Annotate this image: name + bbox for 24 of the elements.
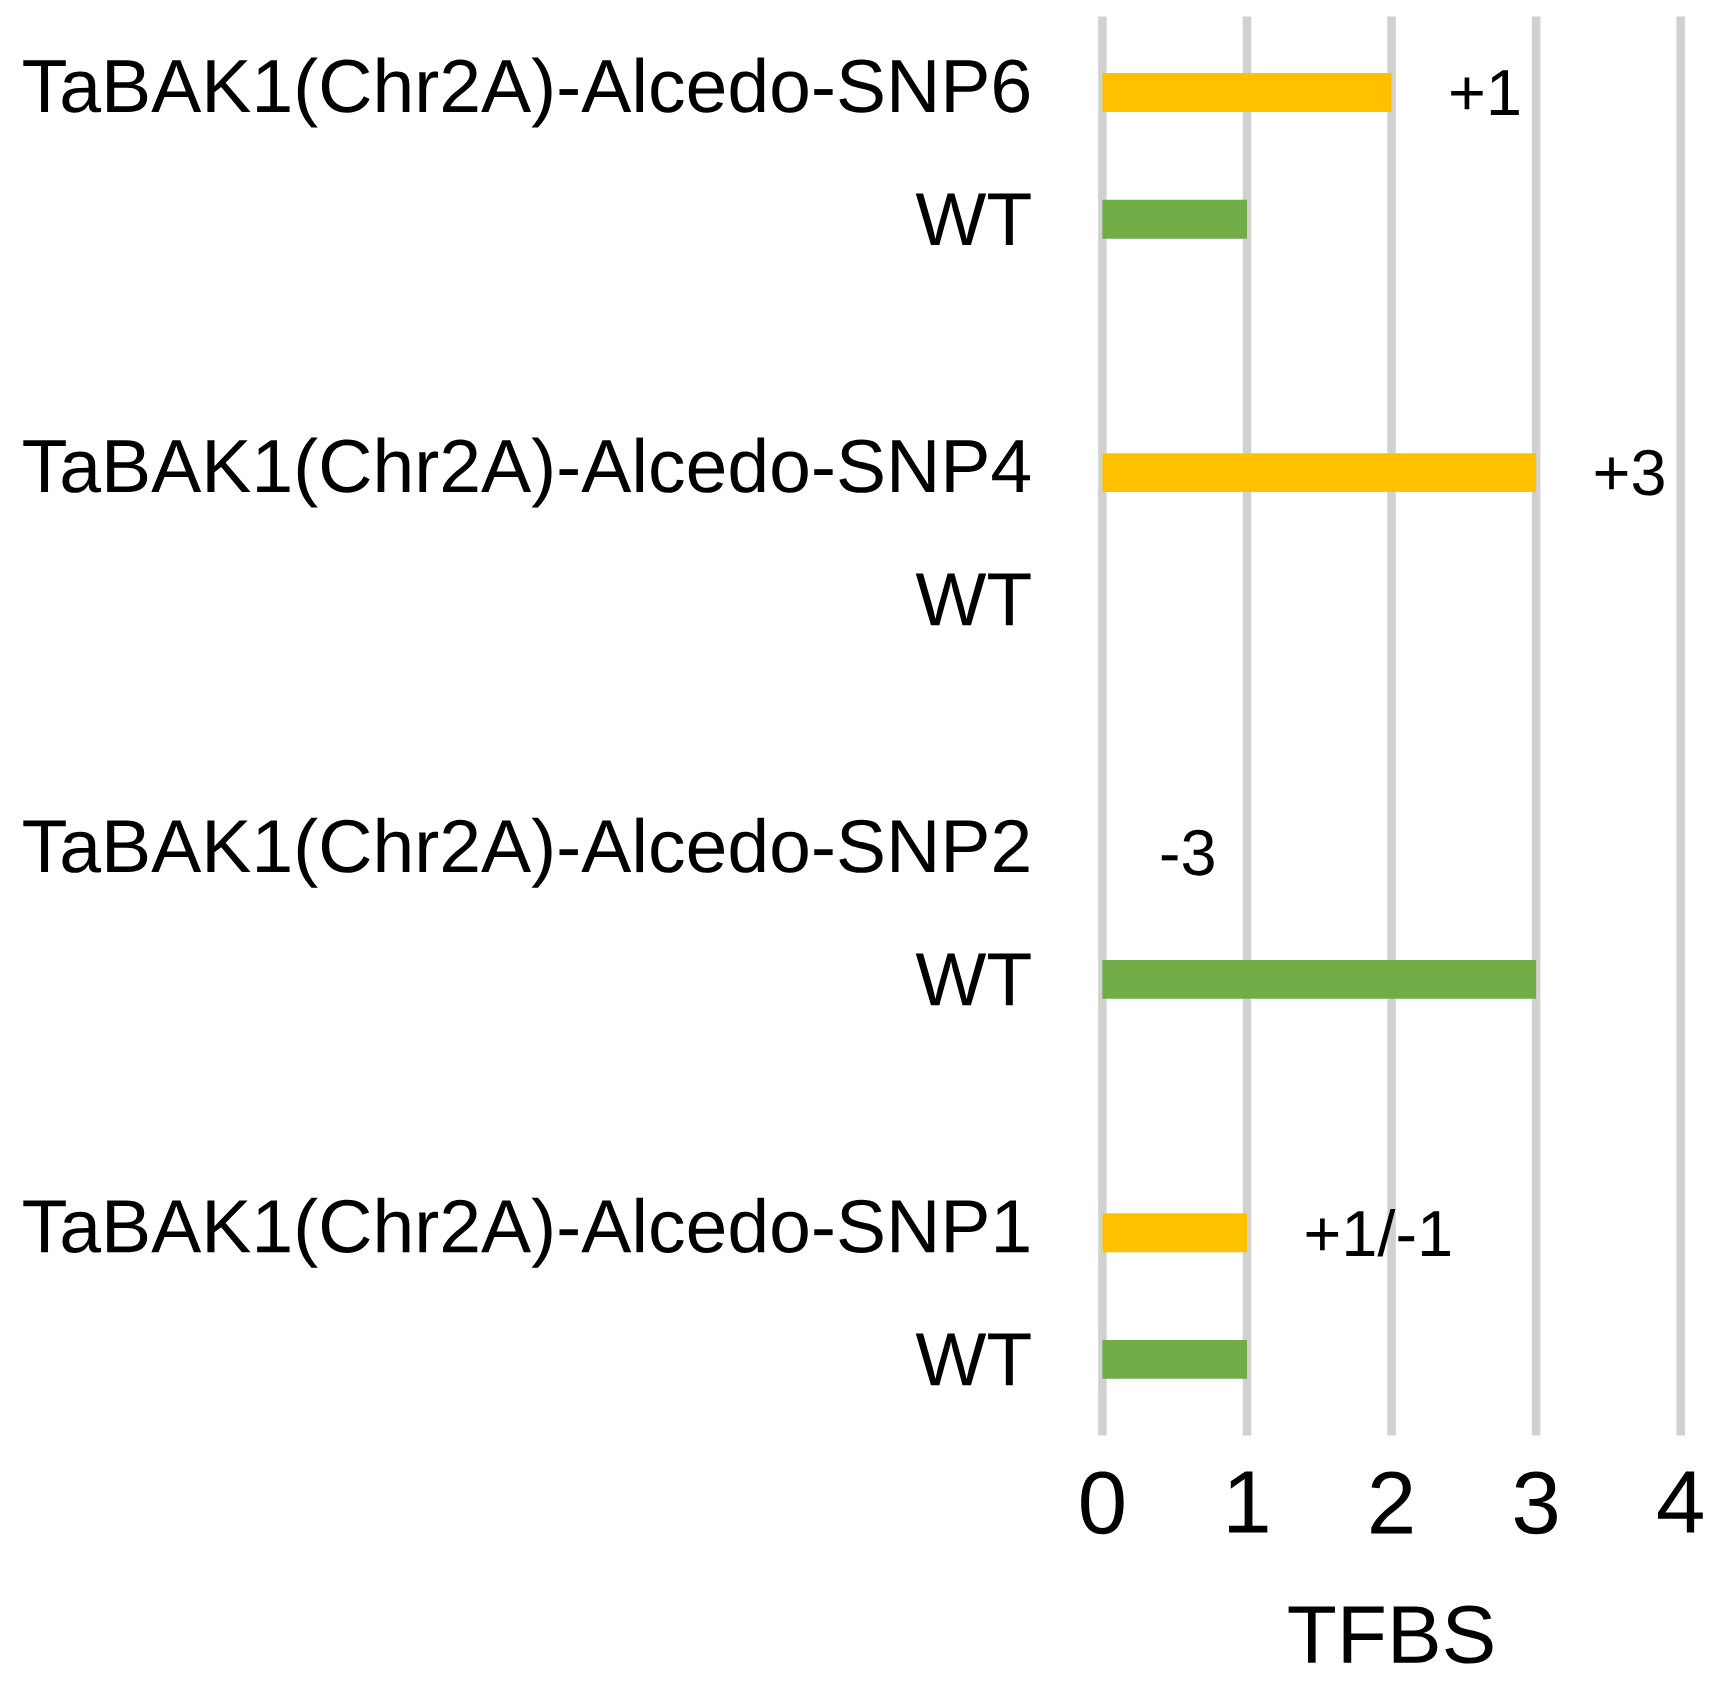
y-tick-label: WT [915,1333,1031,1386]
x-tick-label: 4 [1658,1471,1703,1533]
x-tick-label: 1 [1229,1471,1268,1533]
bar [1102,199,1247,239]
y-tick-label: WT [915,193,1031,245]
x-tick-label: 2 [1371,1471,1412,1534]
annotation: +1 [1451,70,1519,115]
bar [1102,1339,1247,1379]
x-axis-title: TFBS [1288,1605,1493,1664]
bar [1102,73,1392,112]
bar [1102,453,1537,492]
annotation: -3 [1161,829,1214,876]
x-tick-label: 0 [1081,1471,1124,1535]
y-tick-label: TaBAK1(Chr2A)-Alcedo-SNP2 [23,817,1029,888]
y-tick-label: TaBAK1(Chr2A)-Alcedo-SNP6 [23,57,1029,128]
bar [1102,959,1537,999]
bar [1102,1213,1247,1253]
y-tick-label: WT [915,953,1031,1006]
x-tick-label: 3 [1514,1471,1557,1535]
annotation: +1/-1 [1306,1208,1450,1257]
y-tick-label: TaBAK1(Chr2A)-Alcedo-SNP1 [23,1197,1029,1268]
y-tick-label: WT [915,573,1031,626]
annotation: +3 [1595,449,1664,496]
y-tick-label: TaBAK1(Chr2A)-Alcedo-SNP4 [23,437,1031,508]
